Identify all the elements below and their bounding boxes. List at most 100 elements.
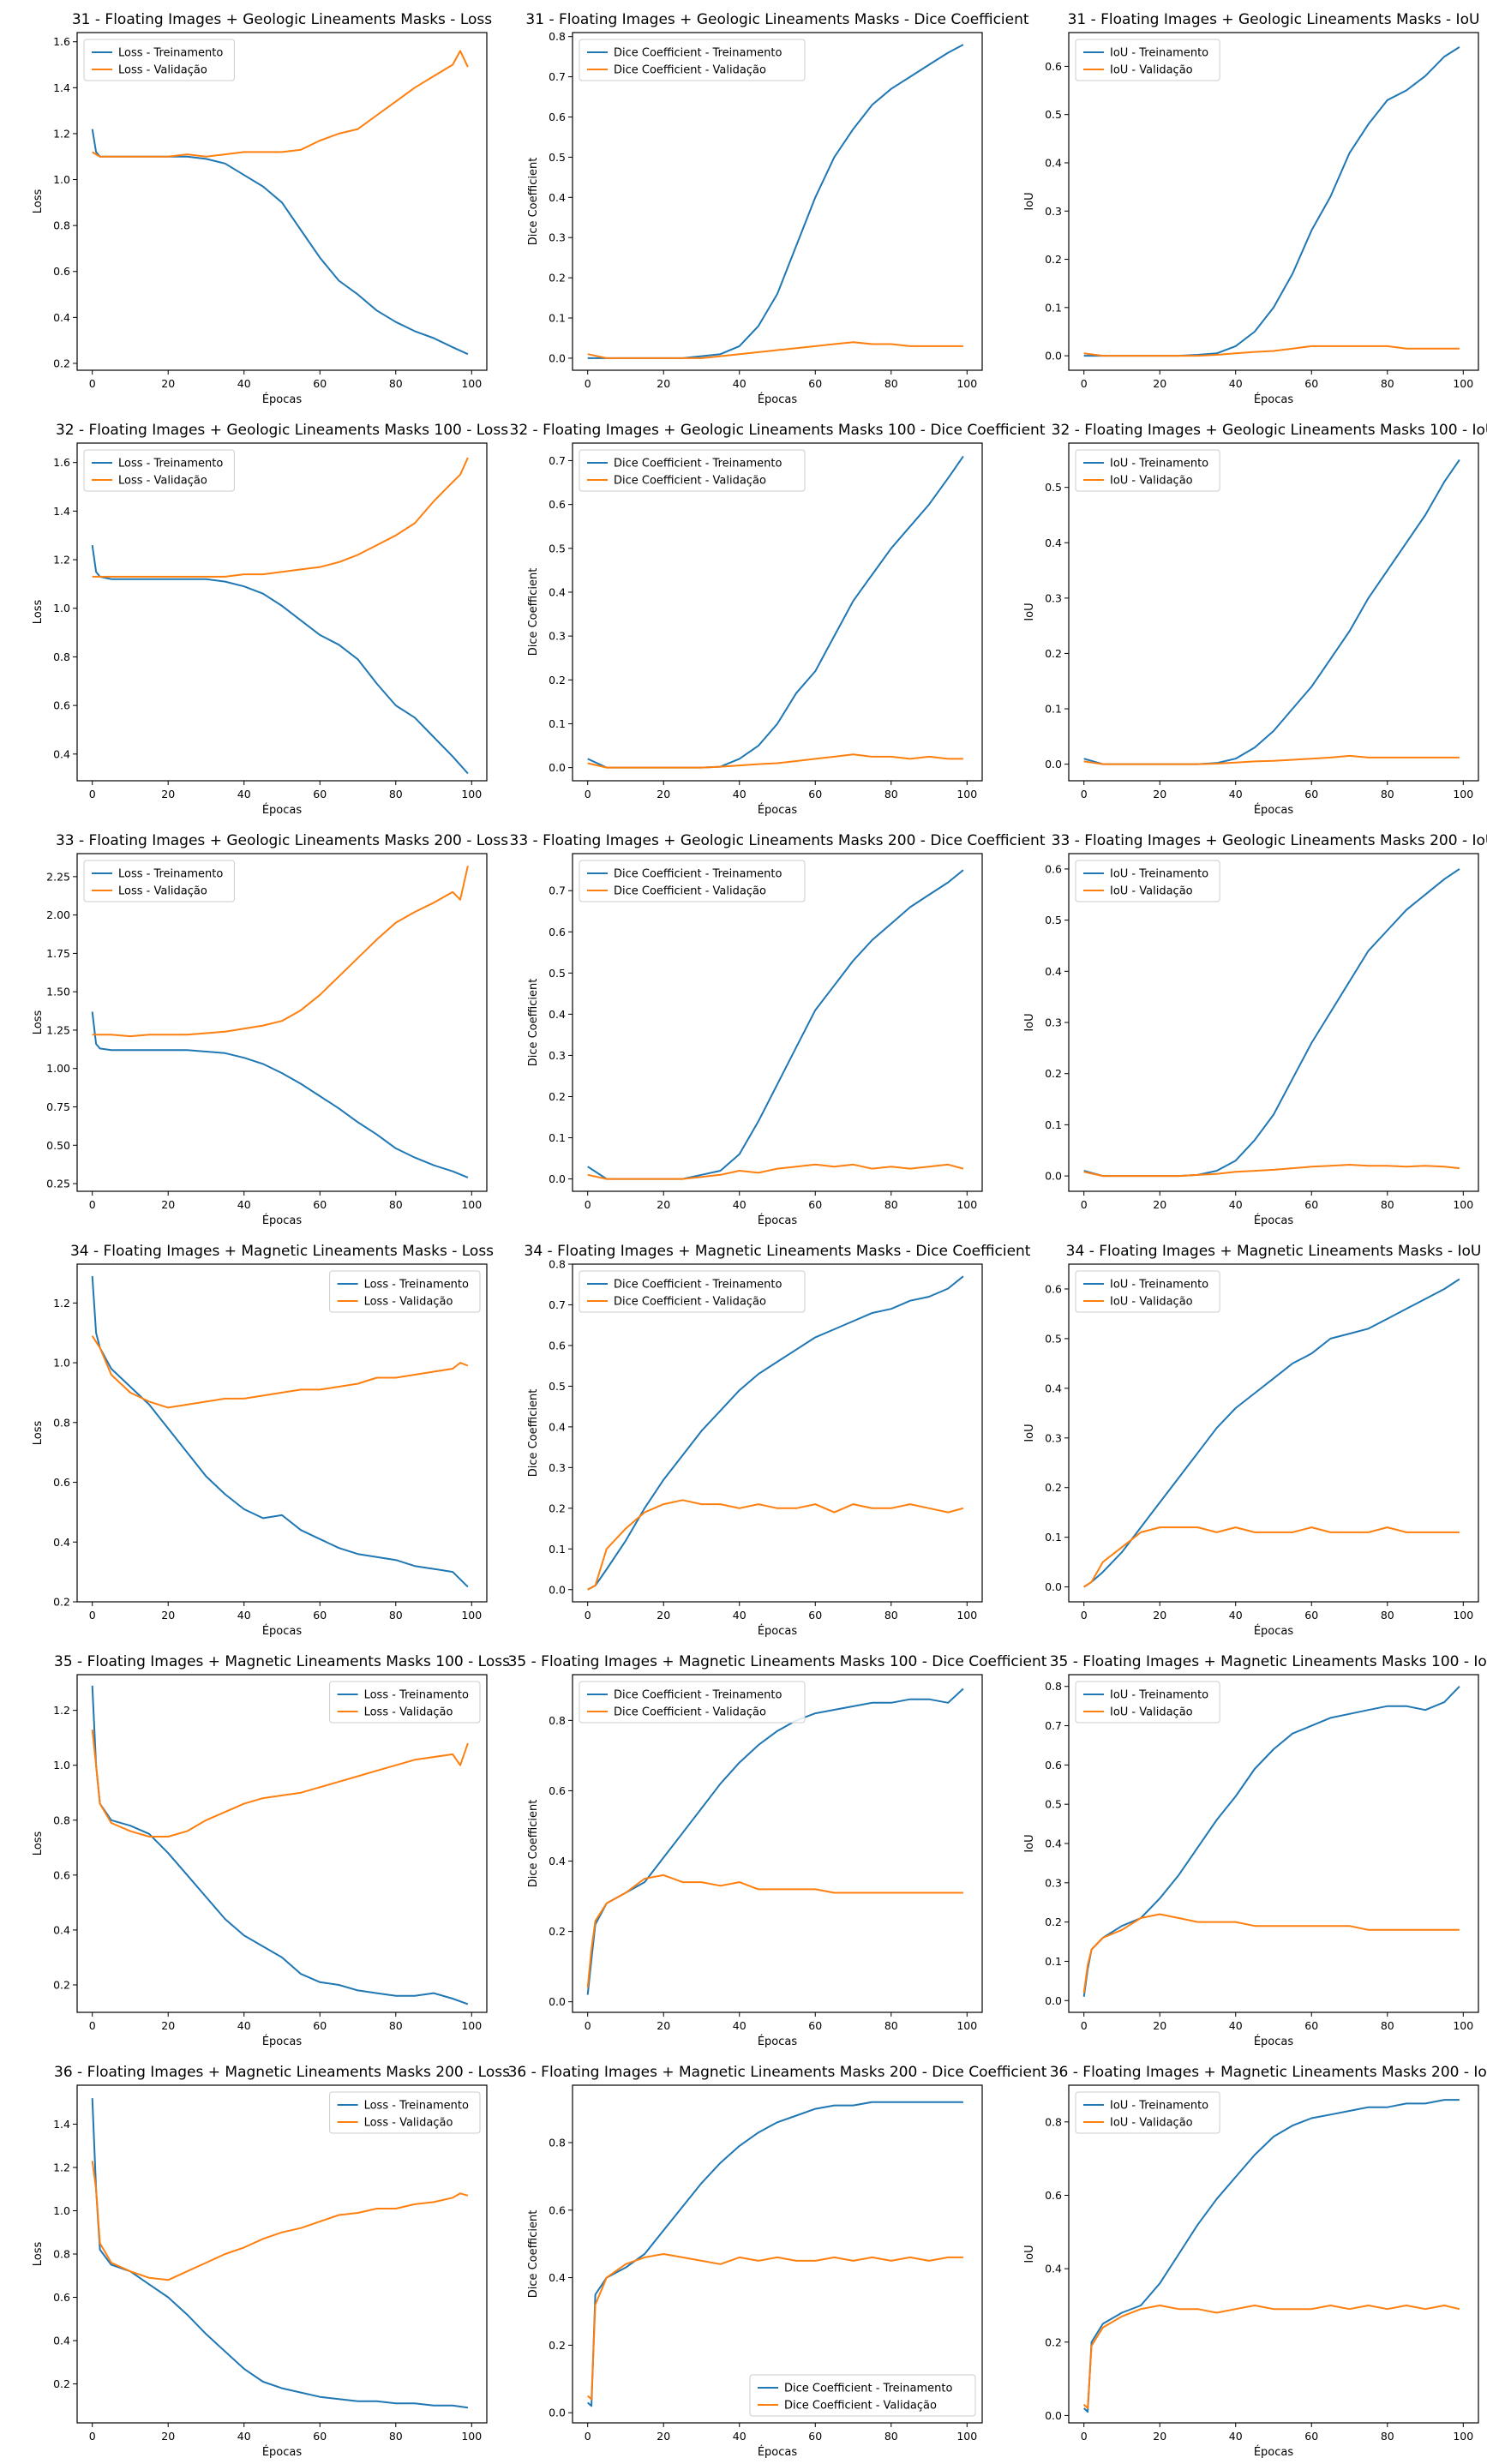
x-tick-label: 0: [585, 2430, 591, 2443]
y-tick-label: 0.2: [1045, 1067, 1062, 1080]
y-tick-label: 0.3: [1045, 1876, 1062, 1889]
y-tick-label: 0.0: [549, 351, 566, 364]
legend-box: [1075, 1681, 1220, 1724]
plot-frame: [572, 853, 983, 1192]
y-tick-label: 0.8: [53, 1814, 70, 1826]
x-axis-label: Épocas: [262, 393, 303, 406]
x-tick-label: 60: [313, 1198, 327, 1211]
chart-title: 34 - Floating Images + Magnetic Lineamen…: [1066, 1243, 1482, 1260]
x-axis-label: Épocas: [262, 2445, 303, 2459]
y-axis-label: Dice Coefficient: [527, 158, 540, 246]
legend: Dice Coefficient - Treinamento Dice Coeff…: [579, 860, 806, 902]
chart-title: 31 - Floating Images + Geologic Lineamen…: [72, 11, 492, 28]
y-tick-label: 0.5: [1045, 108, 1062, 121]
x-tick-label: 40: [237, 377, 251, 390]
x-tick-label: 40: [1229, 1609, 1243, 1622]
y-tick-label: 0.8: [53, 2248, 70, 2261]
plot-frame: [76, 32, 488, 371]
y-axis-label: IoU: [1023, 603, 1036, 620]
plot-frame: [76, 853, 488, 1192]
y-tick-label: 0.8: [53, 219, 70, 232]
x-tick-label: 40: [1229, 2430, 1243, 2443]
y-tick-label: 0.3: [549, 630, 566, 643]
y-tick-label: 0.8: [549, 1258, 566, 1271]
x-tick-label: 100: [956, 2019, 977, 2032]
legend: Loss - Treinamento Loss - Validação: [83, 449, 235, 492]
legend-label: IoU - Treinamento: [1110, 2100, 1208, 2113]
x-tick-label: 20: [161, 1609, 175, 1622]
series-line-train: [91, 129, 469, 356]
y-axis-label: Dice Coefficient: [527, 2210, 540, 2299]
y-tick-label: 0.2: [549, 674, 566, 686]
plot-frame: [76, 1263, 488, 1603]
x-tick-label: 60: [808, 788, 822, 800]
y-axis-label: IoU: [1023, 1424, 1036, 1442]
y-axis-label: IoU: [1023, 1013, 1036, 1031]
x-tick-label: 0: [89, 1198, 96, 1211]
y-axis-label: IoU: [1023, 1834, 1036, 1852]
chart-title: 31 - Floating Images + Geologic Lineamen…: [1068, 11, 1480, 28]
legend: IoU - Treinamento IoU - Validação: [1075, 1681, 1220, 1724]
y-tick-label: 0.5: [1045, 481, 1062, 494]
y-tick-label: 0.4: [549, 1855, 566, 1867]
y-tick-label: 0.50: [46, 1139, 70, 1152]
chart-panel: 35 - Floating Images + Magnetic Lineamen…: [992, 1642, 1487, 2053]
x-tick-label: 60: [313, 377, 327, 390]
y-tick-label: 0.0: [549, 1583, 566, 1596]
legend: Dice Coefficient - Treinamento Dice Coeff…: [579, 1681, 806, 1724]
legend-box: [1075, 2091, 1220, 2134]
x-tick-label: 40: [733, 1198, 746, 1211]
x-tick-label: 100: [1453, 1609, 1473, 1622]
x-tick-label: 20: [657, 2430, 670, 2443]
x-tick-label: 80: [1381, 2430, 1394, 2443]
y-tick-label: 0.1: [549, 717, 566, 730]
y-tick-label: 1.2: [53, 1297, 70, 1310]
series-line-train: [91, 544, 469, 775]
y-tick-label: 0.3: [549, 231, 566, 244]
y-tick-label: 0.4: [53, 1536, 70, 1549]
legend-box: [749, 2374, 976, 2417]
x-tick-label: 100: [956, 1198, 977, 1211]
x-axis-label: Épocas: [1254, 2445, 1294, 2459]
y-tick-label: 1.0: [53, 1759, 70, 1772]
x-tick-label: 80: [884, 788, 898, 800]
series-line-train: [91, 2098, 469, 2409]
x-tick-label: 80: [1381, 377, 1394, 390]
legend-label: Dice Coefficient - Validação: [614, 475, 766, 488]
y-tick-label: 0.2: [1045, 2335, 1062, 2348]
legend-label: Dice Coefficient - Treinamento: [614, 458, 782, 471]
y-tick-label: 1.25: [46, 1023, 70, 1036]
y-tick-label: 1.0: [53, 173, 70, 186]
line-chart: 34 - Floating Images + Magnetic Lineamen…: [1023, 1243, 1482, 1638]
legend: Loss - Treinamento Loss - Validação: [83, 860, 235, 902]
line-chart: 34 - Floating Images + Magnetic Lineamen…: [32, 1243, 494, 1638]
x-tick-label: 60: [313, 2430, 327, 2443]
x-tick-label: 40: [237, 788, 251, 800]
line-chart: 36 - Floating Images + Magnetic Lineamen…: [508, 2064, 1047, 2459]
y-tick-label: 0.4: [1045, 2263, 1062, 2275]
y-tick-label: 0.6: [549, 1339, 566, 1352]
x-tick-label: 0: [585, 2019, 591, 2032]
legend-label: IoU - Validação: [1110, 2117, 1193, 2130]
line-chart: 32 - Floating Images + Geologic Lineamen…: [510, 422, 1046, 817]
y-tick-label: 0.3: [1045, 1016, 1062, 1029]
x-tick-label: 60: [313, 1609, 327, 1622]
series-line-train: [91, 1275, 469, 1588]
x-axis-label: Épocas: [1254, 803, 1294, 817]
x-tick-label: 40: [1229, 377, 1243, 390]
y-tick-label: 0.4: [549, 1008, 566, 1021]
x-tick-label: 60: [808, 1198, 822, 1211]
chart-panel: 36 - Floating Images + Magnetic Lineamen…: [992, 2053, 1487, 2463]
y-tick-label: 1.50: [46, 986, 70, 998]
series-line-train: [587, 455, 964, 769]
line-chart: 33 - Floating Images + Geologic Lineamen…: [1023, 832, 1487, 1227]
y-tick-label: 0.4: [1045, 1382, 1062, 1394]
x-tick-label: 100: [461, 2430, 482, 2443]
x-tick-label: 80: [389, 788, 403, 800]
series-line-val: [92, 866, 469, 1038]
x-tick-label: 20: [657, 1198, 670, 1211]
plot-frame: [1068, 1674, 1479, 2013]
x-axis-label: Épocas: [758, 393, 798, 406]
line-chart: 35 - Floating Images + Magnetic Lineamen…: [1023, 1653, 1487, 2048]
